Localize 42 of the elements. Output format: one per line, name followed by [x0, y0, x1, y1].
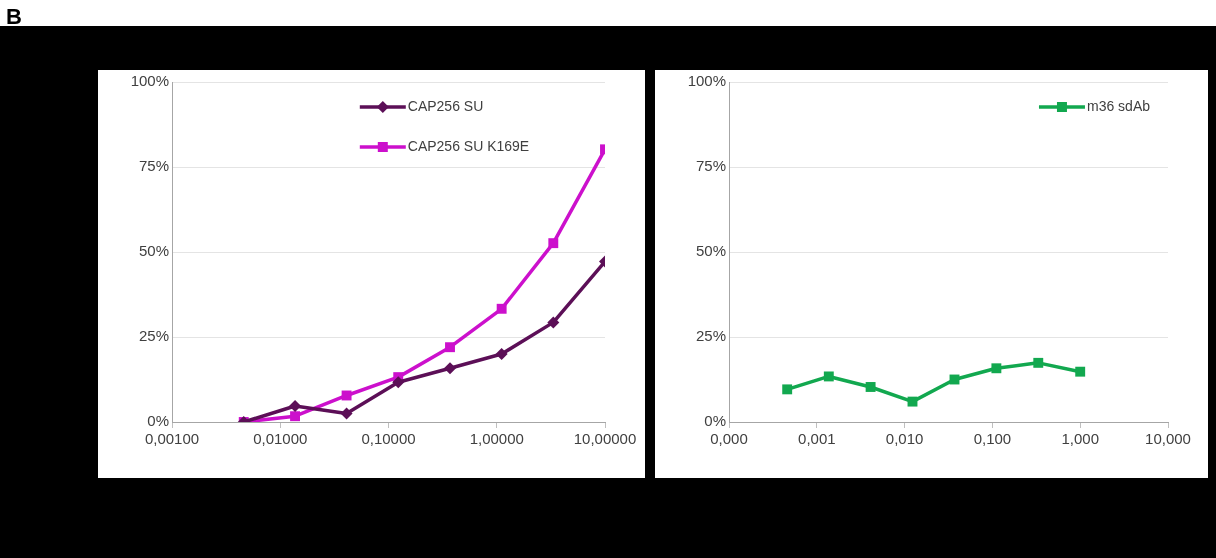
point	[495, 348, 508, 360]
point	[340, 407, 353, 420]
y-tick-label: 50%	[138, 242, 169, 260]
point	[991, 363, 1002, 374]
y-tick-label: 25%	[695, 327, 726, 345]
text: B	[6, 4, 22, 29]
point	[865, 382, 876, 392]
y-tick-label: 75%	[695, 157, 726, 175]
x-tick-label: 1,000	[1061, 430, 1099, 448]
y-tick-label: 0%	[704, 412, 726, 430]
x-tick-label: 0,01000	[253, 430, 308, 448]
point	[1075, 366, 1086, 377]
point	[445, 342, 455, 353]
legend-label: CAP256 SU	[407, 97, 484, 114]
point	[392, 376, 405, 389]
point	[907, 396, 918, 407]
x-tick-label: 0,010	[885, 430, 924, 448]
y-tick-label: 100%	[130, 72, 169, 90]
x-tick-label: 10,00000	[573, 430, 637, 448]
x-tick-label: 0,000	[710, 430, 748, 448]
point	[444, 362, 457, 375]
y-tick-label: 100%	[687, 72, 726, 90]
point	[547, 316, 560, 329]
y-tick-label: 75%	[138, 157, 169, 175]
point	[823, 371, 834, 382]
x-tick-label: 10,000	[1145, 430, 1191, 448]
point	[341, 390, 352, 401]
y-tick-label: 50%	[695, 242, 726, 260]
legend-label: m36 sdAb	[1086, 97, 1151, 114]
y-tick-label: 25%	[138, 327, 169, 345]
point	[782, 384, 793, 395]
legend-label: CAP256 SU K169E	[407, 137, 530, 154]
x-tick-label: 0,00100	[144, 430, 200, 448]
x-tick-label: 1,00000	[469, 430, 524, 448]
y-tick-label: 0%	[147, 412, 169, 430]
point	[1033, 357, 1044, 368]
x-tick-label: 0,001	[798, 430, 836, 448]
point	[290, 411, 300, 422]
point	[548, 238, 559, 249]
x-tick-label: 0,100	[973, 430, 1012, 448]
x-tick-label: 0,10000	[361, 430, 416, 448]
point	[496, 303, 507, 314]
